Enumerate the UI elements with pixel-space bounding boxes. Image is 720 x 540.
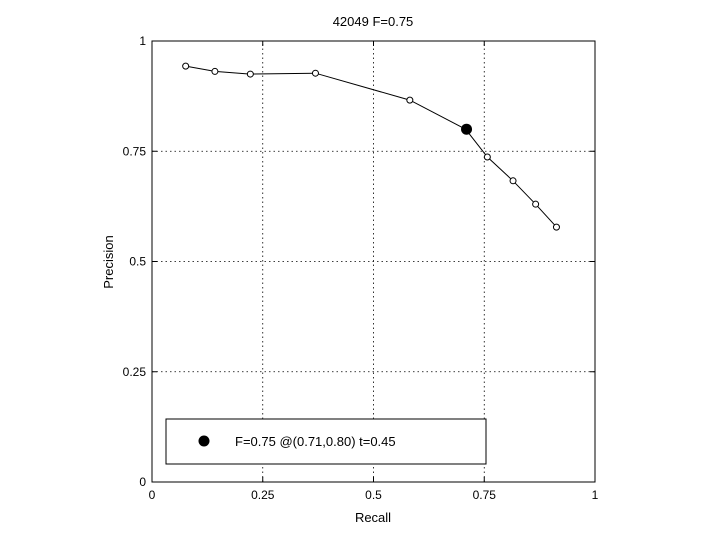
data-point bbox=[182, 62, 190, 70]
x-tick-label: 0.75 bbox=[473, 488, 497, 502]
data-point bbox=[483, 153, 491, 161]
x-tick-label: 0 bbox=[149, 488, 156, 502]
x-tick-label: 1 bbox=[592, 488, 599, 502]
data-point bbox=[406, 96, 414, 104]
y-tick-label: 0.75 bbox=[123, 144, 147, 158]
series-layer bbox=[182, 62, 560, 231]
y-axis-label: Precision bbox=[101, 235, 116, 288]
y-tick-label: 0 bbox=[139, 475, 146, 489]
data-point bbox=[552, 223, 560, 231]
data-point bbox=[211, 67, 219, 75]
grid-lines bbox=[152, 41, 595, 482]
y-tick-label: 0.5 bbox=[129, 255, 146, 269]
series-line bbox=[185, 65, 557, 228]
x-tick-label: 0.5 bbox=[365, 488, 382, 502]
data-point bbox=[246, 70, 254, 78]
chart-title: 42049 F=0.75 bbox=[333, 14, 414, 29]
plot-frame bbox=[151, 40, 596, 483]
legend-label: F=0.75 @(0.71,0.80) t=0.45 bbox=[235, 434, 396, 449]
data-point bbox=[509, 177, 517, 185]
x-axis-label: Recall bbox=[355, 510, 391, 525]
legend-marker bbox=[198, 435, 210, 447]
legend: F=0.75 @(0.71,0.80) t=0.45 bbox=[165, 418, 487, 465]
data-point bbox=[311, 69, 319, 77]
data-point bbox=[532, 200, 540, 208]
x-tick-labels: 0 0.25 0.5 0.75 1 bbox=[149, 488, 599, 502]
best-f-point bbox=[461, 123, 473, 135]
y-tick-label: 0.25 bbox=[123, 365, 147, 379]
y-tick-label: 1 bbox=[139, 34, 146, 48]
legend-box bbox=[165, 418, 487, 465]
x-tick-label: 0.25 bbox=[251, 488, 275, 502]
y-tick-labels: 0 0.25 0.5 0.75 1 bbox=[123, 34, 147, 489]
